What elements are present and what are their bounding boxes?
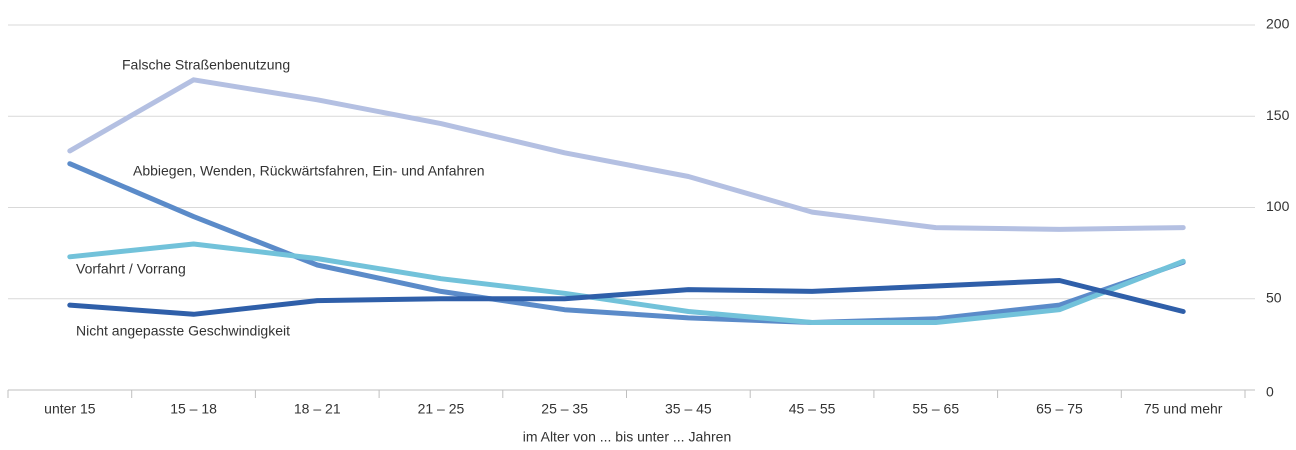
x-tick-label: 55 – 65 — [912, 401, 959, 417]
x-tick-label: 18 – 21 — [294, 401, 341, 417]
series-line — [67, 278, 1186, 317]
series-label: Falsche Straßenbenutzung — [122, 57, 290, 73]
x-tick-label: 75 und mehr — [1144, 401, 1223, 417]
x-tick-label: 35 – 45 — [665, 401, 712, 417]
series-line — [67, 241, 1186, 325]
series-label: Vorfahrt / Vorrang — [76, 261, 186, 277]
x-tick-label: 25 – 35 — [541, 401, 588, 417]
y-tick-label: 0 — [1266, 384, 1274, 400]
y-tick-label: 50 — [1266, 289, 1282, 305]
y-tick-label: 100 — [1266, 198, 1290, 214]
series-line — [67, 77, 1186, 232]
x-tick-label: unter 15 — [44, 401, 96, 417]
y-tick-label: 150 — [1266, 107, 1290, 123]
series-label: Abbiegen, Wenden, Rückwärtsfahren, Ein- … — [133, 163, 485, 179]
y-tick-label: 200 — [1266, 16, 1290, 32]
x-axis-title: im Alter von ... bis unter ... Jahren — [523, 429, 732, 445]
series-label: Nicht angepasste Geschwindigkeit — [76, 323, 290, 339]
series-line — [67, 161, 1186, 325]
x-tick-label: 65 – 75 — [1036, 401, 1083, 417]
x-tick-label: 15 – 18 — [170, 401, 217, 417]
x-tick-label: 21 – 25 — [418, 401, 465, 417]
x-tick-label: 45 – 55 — [789, 401, 836, 417]
